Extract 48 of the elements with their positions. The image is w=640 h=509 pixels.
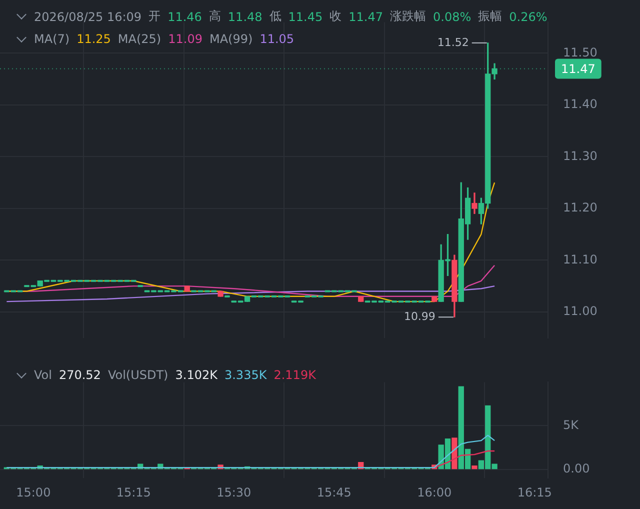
annotation: 11.47: [348, 10, 383, 24]
x-tick-label: 16:00: [417, 485, 452, 500]
annotation: 低: [269, 8, 282, 25]
candlestick: [184, 286, 190, 292]
bar: [452, 438, 458, 470]
annotation: 11.25: [76, 32, 111, 46]
bar: [472, 465, 478, 470]
x-tick-label: 15:45: [316, 485, 352, 500]
candlestick: [432, 296, 438, 302]
y-tick-label: 11.50: [563, 45, 598, 60]
annotation: 3.335K: [224, 368, 267, 382]
annotation: 11.48: [228, 10, 262, 24]
x-tick-label: 16:15: [517, 485, 552, 500]
annotation: 0.26%: [509, 10, 548, 24]
annotation: 11.52: [437, 36, 469, 49]
annotation: MA(25): [118, 32, 162, 46]
y-tick-label: 11.40: [563, 97, 598, 112]
annotation: 2.119K: [274, 368, 316, 382]
ref-line-label: 11.47: [561, 62, 596, 76]
annotation: 11.05: [260, 32, 294, 46]
x-tick-label: 15:15: [116, 485, 151, 500]
annotation: MA(7): [34, 32, 70, 46]
candlestick: [358, 296, 364, 302]
x-tick-label: 15:00: [16, 485, 51, 500]
annotation: 2026/08/25 16:09: [34, 10, 142, 24]
annotation: 11.45: [288, 10, 323, 24]
y-tick-label: 11.00: [563, 304, 598, 318]
annotation: 10.99: [404, 310, 436, 323]
annotation: 开: [148, 8, 161, 25]
annotation: 0.08%: [433, 10, 472, 24]
annotation: 11.46: [168, 10, 202, 24]
annotation: 11.09: [168, 32, 202, 46]
annotation: 高: [208, 8, 221, 25]
annotation: 270.52: [58, 368, 101, 382]
annotation: 振幅: [478, 8, 502, 25]
annotation: 3.102K: [175, 368, 218, 382]
y-tick-label: 0.00: [563, 461, 590, 476]
y-tick-label: 11.30: [563, 148, 598, 163]
annotation: Vol: [34, 368, 52, 382]
x-tick-label: 15:30: [216, 485, 252, 500]
annotation: Vol(USDT): [108, 368, 168, 382]
annotation: 收: [330, 8, 342, 25]
candlestick: [218, 290, 224, 297]
y-tick-label: 5K: [563, 418, 580, 432]
y-tick-label: 11.20: [563, 200, 598, 215]
annotation: 涨跌幅: [390, 8, 426, 25]
annotation: MA(99): [209, 32, 253, 46]
y-tick-label: 11.10: [563, 252, 598, 266]
